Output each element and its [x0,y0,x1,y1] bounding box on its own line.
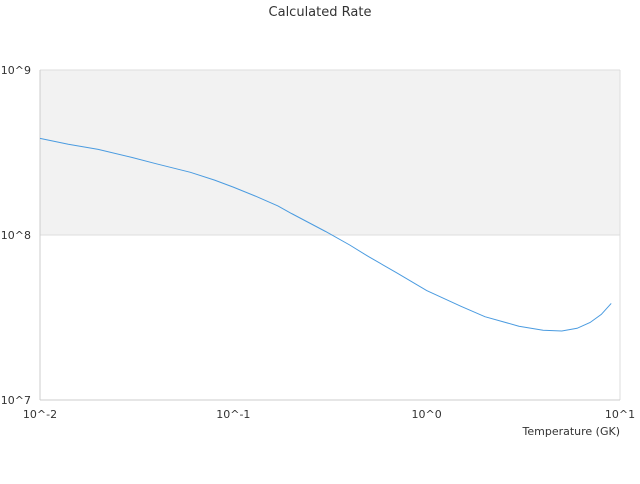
x-tick-label: 10^1 [605,408,635,421]
y-tick-label: 10^9 [1,64,31,77]
x-axis-label: Temperature (GK) [522,425,621,438]
y-tick-label: 10^8 [1,229,31,242]
x-tick-label: 10^-2 [23,408,57,421]
series-line [39,137,612,332]
plot-area: 10^-2 10^-1 10^0 10^1 10^7 10^8 10^9 [1,64,635,421]
x-tick-label: 10^0 [412,408,442,421]
y-tick-label: 10^7 [1,394,31,407]
plot-band [40,70,620,235]
x-tick-label: 10^-1 [216,408,250,421]
chart-title: Calculated Rate [269,5,372,20]
